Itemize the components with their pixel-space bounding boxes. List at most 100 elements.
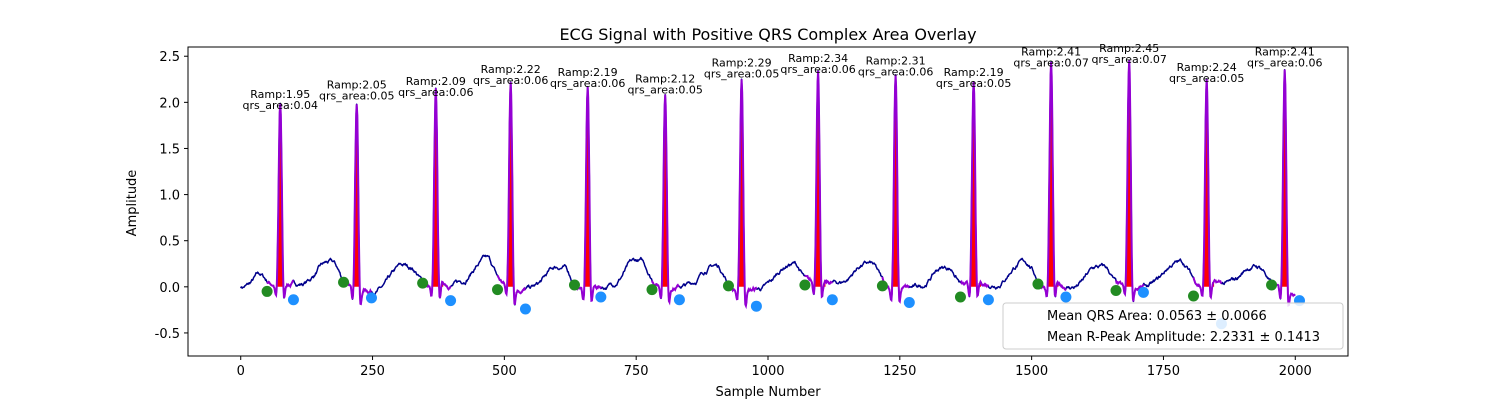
qrs-segment-line-1 [266, 103, 295, 299]
qrs-offset-marker-2 [365, 292, 377, 304]
qrs-area-label-5: qrs_area:0.06 [550, 77, 625, 90]
qrs-area-label-1: qrs_area:0.04 [243, 99, 318, 112]
x-tick-label-7: 1500 [1015, 364, 1048, 379]
x-tick-label-9: 2000 [1279, 364, 1312, 379]
ramp-label-11: Ramp:2.41 [1021, 46, 1081, 59]
qrs-area-fill-6 [658, 94, 673, 287]
qrs-area-fill-12 [1122, 60, 1137, 287]
qrs-area-fill-2 [350, 104, 365, 287]
x-tick-label-1: 0 [237, 364, 245, 379]
y-tick-label-3: 0.5 [159, 235, 180, 250]
x-tick-label-5: 1000 [751, 364, 784, 379]
qrs-area-label-14: qrs_area:0.06 [1247, 57, 1322, 70]
qrs-area-label-7: qrs_area:0.05 [704, 68, 779, 81]
ramp-label-2: Ramp:2.05 [327, 79, 387, 92]
ramp-label-8: Ramp:2.34 [788, 52, 848, 65]
qrs-area-fill-5 [581, 86, 596, 287]
qrs-segment-line-7 [727, 79, 758, 310]
qrs-segment-line-12 [1115, 60, 1145, 302]
qrs-segment-line-8 [804, 70, 834, 299]
y-tick-label-4: 1.0 [159, 189, 180, 204]
qrs-area-label-13: qrs_area:0.05 [1169, 72, 1244, 85]
qrs-onset-marker-2 [338, 276, 350, 288]
qrs-area-label-6: qrs_area:0.05 [627, 83, 702, 96]
qrs-area-label-4: qrs_area:0.06 [473, 74, 548, 87]
qrs-area-fill-10 [967, 81, 981, 287]
qrs-onset-marker-14 [1266, 279, 1278, 291]
qrs-offset-marker-7 [750, 300, 762, 312]
qrs-area-fill-8 [811, 70, 826, 287]
x-tick-label-4: 750 [624, 364, 649, 379]
qrs-onset-marker-1 [261, 285, 273, 297]
qrs-area-label-9: qrs_area:0.06 [858, 66, 933, 79]
qrs-offset-marker-10 [982, 294, 994, 306]
qrs-area-fill-1 [273, 103, 288, 287]
qrs-offset-marker-9 [903, 297, 915, 309]
y-tick-label-2: 0.0 [159, 281, 180, 296]
qrs-segment-line-10 [960, 81, 990, 299]
qrs-onset-marker-8 [799, 279, 811, 291]
y-tick-label-1: -0.5 [155, 327, 180, 342]
qrs-area-fill-14 [1278, 69, 1293, 287]
qrs-offset-marker-6 [673, 294, 685, 306]
ramp-label-1: Ramp:1.95 [250, 88, 310, 101]
qrs-area-label-8: qrs_area:0.06 [780, 63, 855, 76]
qrs-area-label-11: qrs_area:0.07 [1013, 57, 1088, 70]
qrs-area-label-3: qrs_area:0.06 [398, 86, 473, 99]
ramp-label-3: Ramp:2.09 [406, 75, 466, 88]
qrs-area-label-12: qrs_area:0.07 [1091, 53, 1166, 66]
y-tick-label-7: 2.5 [159, 50, 180, 65]
qrs-onset-marker-9 [876, 280, 888, 292]
ramp-label-5: Ramp:2.19 [558, 66, 618, 79]
ramp-label-13: Ramp:2.24 [1177, 61, 1237, 74]
y-tick-label-6: 2.0 [159, 96, 180, 111]
qrs-offset-marker-3 [445, 295, 457, 307]
axes: 0 250 500 750 1000 1250 1500 1750 2000 -0.5 0.0 0.5… [155, 50, 1312, 379]
x-tick-label-2: 250 [360, 364, 385, 379]
qrs-onset-marker-11 [1032, 278, 1044, 290]
legend-entry-qrs-area: Mean QRS Area: 0.0563 ± 0.0066 [1047, 309, 1267, 324]
qrs-offset-marker-4 [519, 303, 531, 315]
x-axis-label: Sample Number [715, 385, 821, 400]
y-axis-label: Amplitude [125, 170, 140, 237]
qrs-segment-line-13 [1192, 78, 1223, 300]
qrs-onset-marker-13 [1188, 290, 1200, 302]
beat-annotations: Ramp:1.95qrs_area:0.04Ramp:2.05qrs_area:… [243, 42, 1323, 112]
x-tick-label-3: 500 [492, 364, 517, 379]
chart-title: ECG Signal with Positive QRS Complex Are… [559, 25, 976, 44]
legend-entry-r-peak: Mean R-Peak Amplitude: 2.2331 ± 0.1413 [1047, 330, 1320, 345]
qrs-area-fill-3 [429, 88, 444, 287]
x-tick-label-8: 1750 [1147, 364, 1180, 379]
qrs-area-fill-9 [889, 74, 903, 287]
qrs-area-label-10: qrs_area:0.05 [936, 77, 1011, 90]
qrs-area-fill-13 [1200, 78, 1215, 287]
qrs-onset-marker-10 [954, 291, 966, 303]
qrs-offset-marker-1 [287, 294, 299, 306]
y-tick-label-5: 1.5 [159, 142, 180, 157]
legend: Mean QRS Area: 0.0563 ± 0.0066 Mean R-Pe… [1002, 302, 1344, 350]
qrs-area-fill-7 [735, 79, 749, 287]
qrs-onset-marker-5 [568, 279, 580, 291]
qrs-offset-marker-11 [1060, 291, 1072, 303]
ramp-label-7: Ramp:2.29 [712, 57, 772, 70]
qrs-area-fill-4 [504, 82, 519, 287]
qrs-onset-marker-12 [1110, 285, 1122, 297]
ramp-label-10: Ramp:2.19 [944, 66, 1004, 79]
qrs-area-fill-11 [1044, 62, 1059, 287]
ramp-label-4: Ramp:2.22 [481, 63, 541, 76]
qrs-segment-line-6 [651, 94, 680, 306]
legend-box [1002, 302, 1344, 350]
qrs-area-label-2: qrs_area:0.05 [319, 90, 394, 103]
ramp-label-9: Ramp:2.31 [866, 55, 926, 68]
plot-area [240, 59, 1305, 330]
qrs-onset-marker-4 [492, 284, 504, 296]
qrs-onset-marker-7 [722, 280, 734, 292]
ramp-label-6: Ramp:2.12 [635, 72, 695, 85]
qrs-offset-marker-12 [1137, 286, 1149, 298]
ramp-label-14: Ramp:2.41 [1255, 46, 1315, 59]
qrs-onset-marker-3 [417, 277, 429, 289]
qrs-segment-line-4 [496, 82, 527, 306]
qrs-offset-marker-5 [595, 291, 607, 303]
